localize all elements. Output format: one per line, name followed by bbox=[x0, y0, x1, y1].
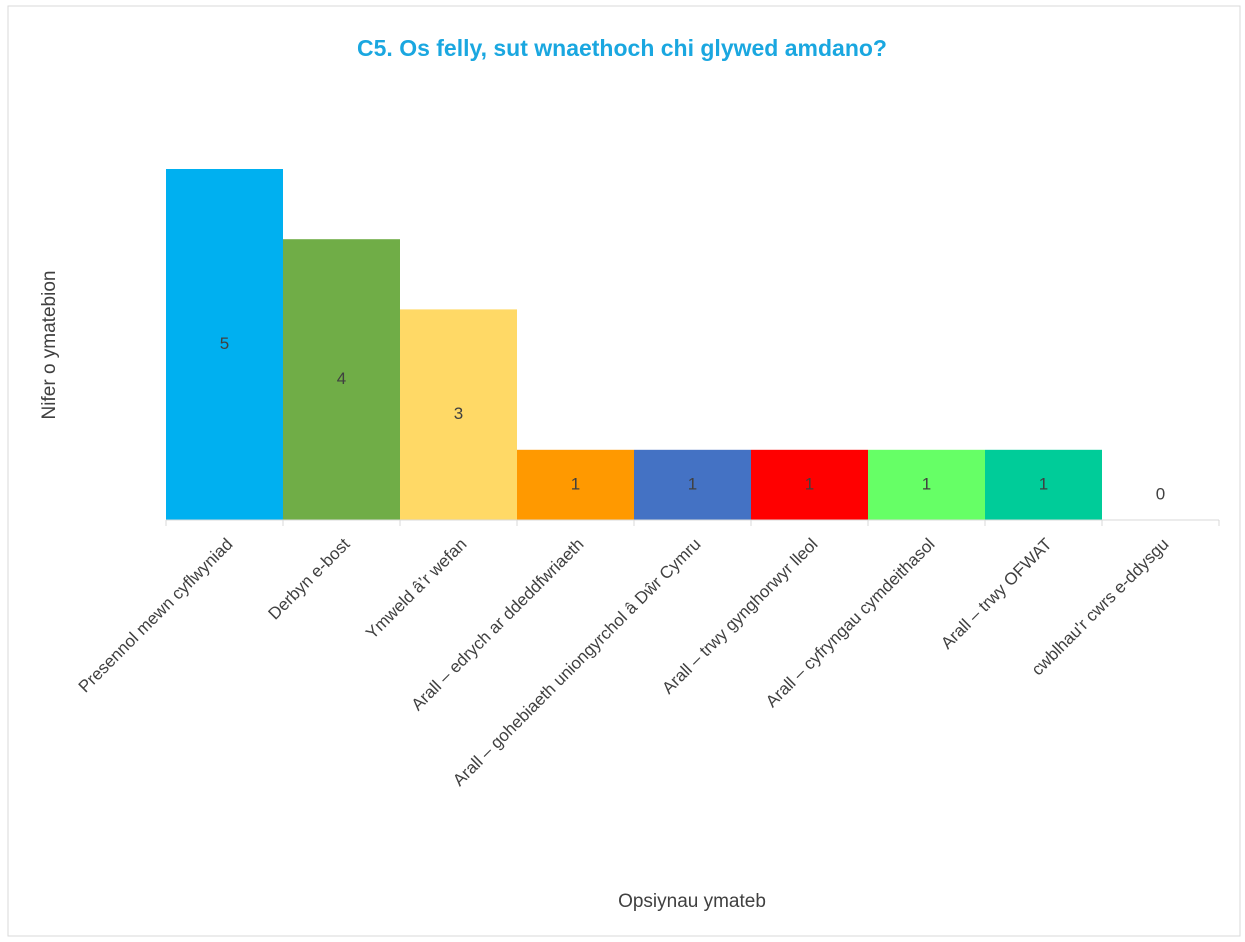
data-label: 0 bbox=[1156, 484, 1165, 503]
bar bbox=[985, 449, 1102, 520]
data-label: 1 bbox=[1039, 474, 1048, 493]
chart-title: C5. Os felly, sut wnaethoch chi glywed a… bbox=[357, 35, 887, 61]
bar bbox=[166, 169, 283, 520]
data-label: 1 bbox=[688, 474, 697, 493]
y-axis-label: Nifer o ymatebion bbox=[39, 271, 60, 420]
bar bbox=[868, 449, 985, 520]
bar bbox=[751, 449, 868, 520]
data-label: 5 bbox=[220, 334, 229, 353]
data-label: 3 bbox=[454, 404, 463, 423]
bar bbox=[517, 449, 634, 520]
x-axis-label: Opsiynau ymateb bbox=[618, 891, 766, 912]
data-label: 1 bbox=[922, 474, 931, 493]
data-label: 1 bbox=[805, 474, 814, 493]
bar bbox=[283, 239, 400, 520]
bar bbox=[634, 449, 751, 520]
data-label: 4 bbox=[337, 369, 346, 388]
data-label: 1 bbox=[571, 474, 580, 493]
bar bbox=[400, 309, 517, 520]
